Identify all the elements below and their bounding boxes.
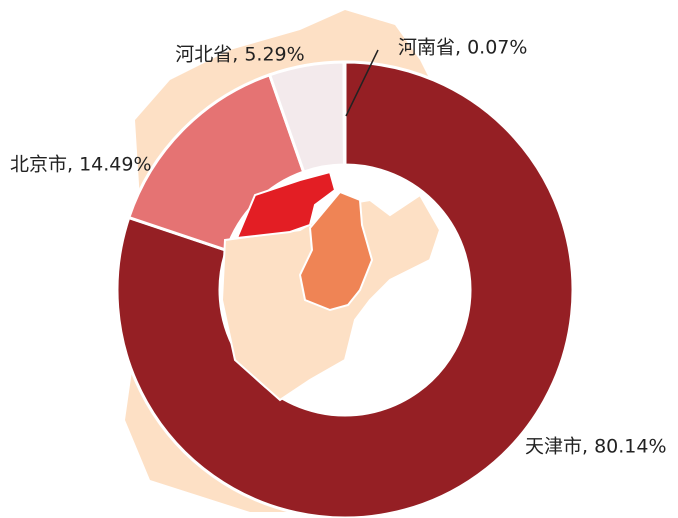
data-label: 北京市, 14.49% xyxy=(10,154,152,176)
donut-slice xyxy=(342,60,347,167)
center-map xyxy=(220,165,470,415)
data-label: 河南省, 0.07% xyxy=(398,37,527,59)
leader-line xyxy=(345,49,379,117)
data-label: 河北省, 5.29% xyxy=(175,44,304,66)
donut xyxy=(115,60,575,518)
data-label: 天津市, 80.14% xyxy=(525,436,667,458)
